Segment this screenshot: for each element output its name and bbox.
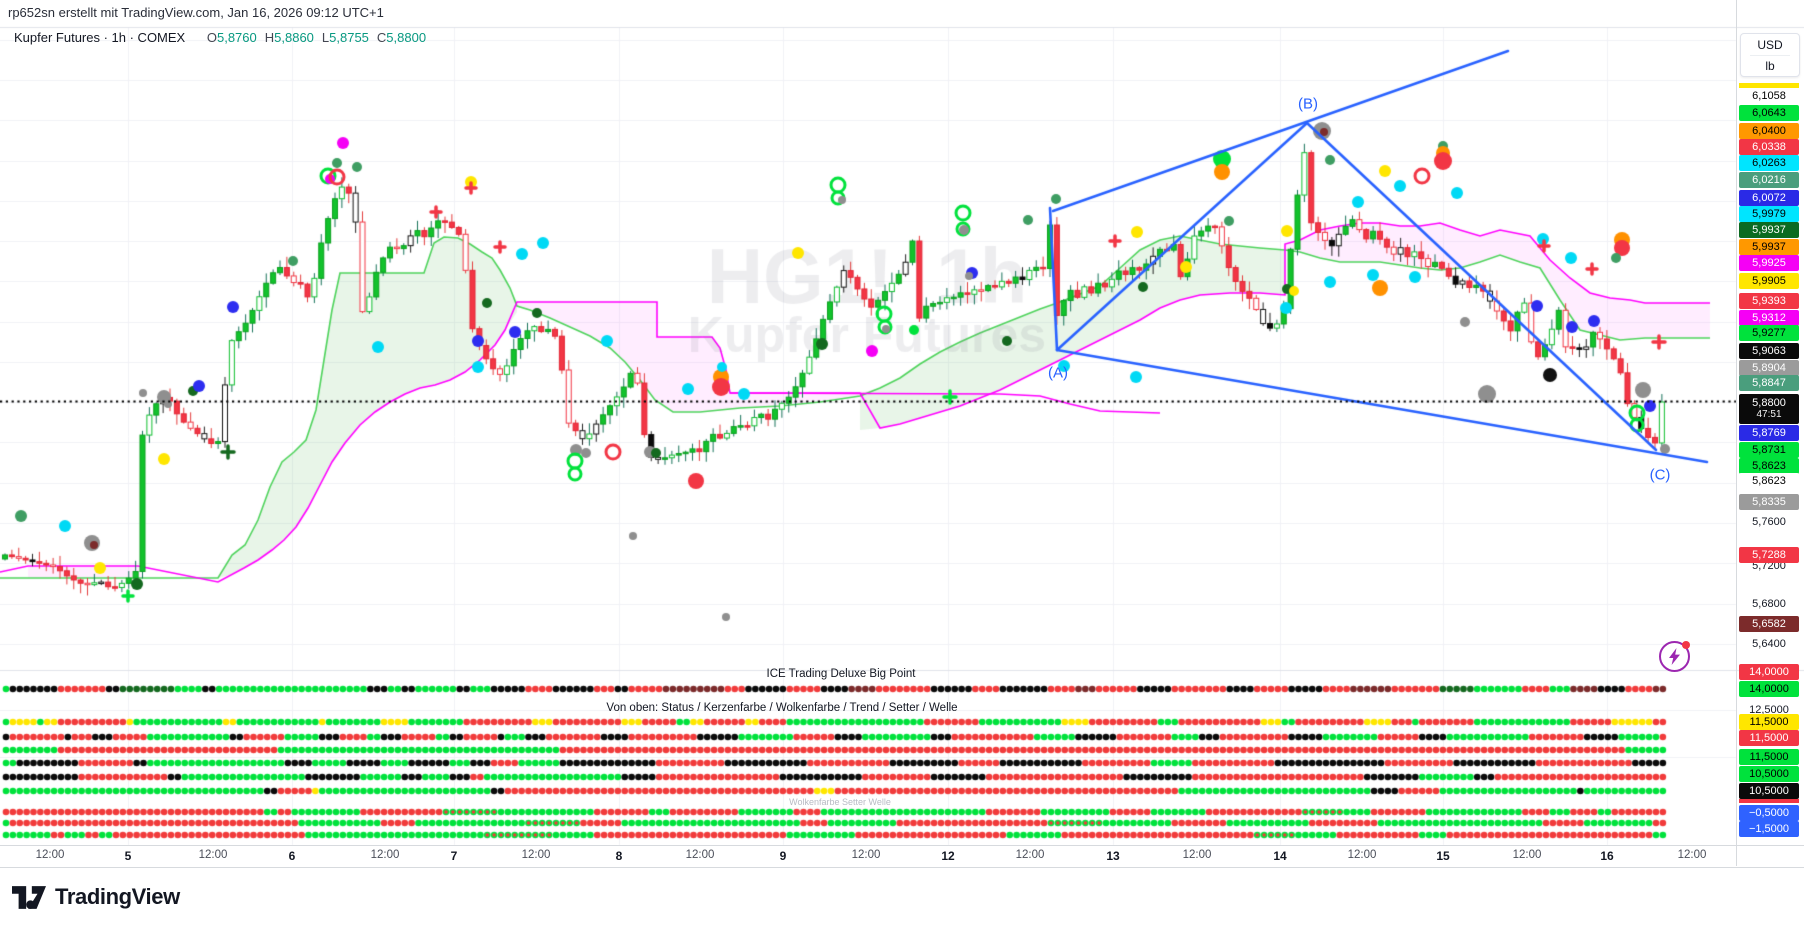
price-label: 6,1058 [1739, 88, 1799, 104]
time-label: 12:00 [198, 849, 228, 861]
price-label: 6,0072 [1739, 190, 1799, 206]
price-label: 5,9937 [1739, 239, 1799, 255]
export-note: rp652sn erstellt mit TradingView.com, Ja… [8, 5, 384, 20]
price-label: 11,5000 [1739, 714, 1799, 730]
ohlc-value: 5,8755 [329, 30, 369, 45]
lightning-icon [1669, 648, 1680, 665]
price-label: 6,0400 [1739, 123, 1799, 139]
price-label: 5,8731 [1739, 442, 1799, 458]
price-label: 5,9937 [1739, 222, 1799, 238]
time-label: 12:00 [1182, 849, 1212, 861]
price-label: 5,8847 [1739, 375, 1799, 391]
time-label: 12:00 [1677, 849, 1707, 861]
time-label: 5 [124, 849, 132, 863]
unit-currency: USD [1757, 37, 1783, 52]
price-label: 5,6582 [1739, 616, 1799, 632]
price-label: 10,5000 [1739, 766, 1799, 782]
symbol-title: Kupfer Futures · 1h · COMEX [14, 30, 186, 45]
price-label: 10,5000 [1739, 783, 1799, 799]
time-label: 12:00 [1015, 849, 1045, 861]
indicator-subpane-title: Wolkenfarbe Setter Welle [789, 797, 891, 807]
price-label: 6,0216 [1739, 172, 1799, 188]
price-label: 5,9312 [1739, 310, 1799, 326]
price-axis[interactable]: USD lb 6,1058 6,0643 6,0400 6,0338 6,0263 6,0… [1736, 0, 1804, 866]
ohlc-values: O5,8760 H5,8860 L5,8755 C5,8800 [199, 30, 426, 45]
time-label: 12:00 [35, 849, 65, 861]
price-label: −1,5000 [1739, 821, 1799, 837]
price-label: 5,9905 [1739, 273, 1799, 289]
unit-divider [1749, 54, 1791, 56]
time-label: 12:00 [521, 849, 551, 861]
time-label: 12:00 [370, 849, 400, 861]
tradingview-wordmark: TradingView [55, 884, 180, 909]
price-label: 6,0643 [1739, 105, 1799, 121]
unit-box: USD lb [1740, 33, 1800, 77]
time-label: 12:00 [685, 849, 715, 861]
time-label: 12 [941, 849, 955, 863]
ohlc-letter: C [376, 30, 387, 45]
unit-measure: lb [1765, 58, 1775, 73]
wave-label: (C) [1649, 466, 1671, 484]
current-price-label: 5,8800 47:51 [1739, 394, 1799, 424]
price-label: 5,8335 [1739, 494, 1799, 510]
price-label: 5,8769 [1739, 425, 1799, 441]
price-label: −0,5000 [1739, 805, 1799, 821]
time-label: 6 [288, 849, 296, 863]
time-label: 12:00 [1512, 849, 1542, 861]
tradingview-logo[interactable]: TradingView [12, 884, 180, 910]
price-tick: 5,7200 [1752, 560, 1786, 572]
ohlc-value: 5,8800 [386, 30, 427, 45]
price-tick: 5,6800 [1752, 598, 1786, 610]
wave-label: (B) [1298, 95, 1318, 113]
alert-badge-dot [1682, 641, 1690, 649]
indicator-pane-title: ICE Trading Deluxe Big Point [766, 668, 916, 680]
price-tick: 5,7600 [1752, 516, 1786, 528]
price-label: 14,0000 [1739, 681, 1799, 697]
ohlc-value: 5,8760 [216, 30, 257, 45]
time-label: 8 [615, 849, 623, 863]
time-label: 7 [450, 849, 458, 863]
tradingview-logo-mark [12, 885, 46, 909]
wave-label: (A) [1048, 364, 1068, 382]
price-label: 11,5000 [1739, 730, 1799, 746]
price-label: 5,9063 [1739, 343, 1799, 359]
time-label: 13 [1106, 849, 1120, 863]
price-tick: 12,5000 [1749, 704, 1789, 716]
price-label: 11,5000 [1739, 749, 1799, 765]
price-label: 5,9393 [1739, 293, 1799, 309]
symbol-legend[interactable]: Kupfer Futures · 1h · COMEX O5,8760 H5,88… [14, 30, 426, 45]
price-label: 5,9925 [1739, 255, 1799, 271]
time-label: 14 [1273, 849, 1287, 863]
ohlc-letter: O [206, 30, 217, 45]
price-label: 5,8904 [1739, 360, 1799, 376]
price-label: 6,0263 [1739, 155, 1799, 171]
indicator-row-legend: Von oben: Status / Kerzenfarbe / Wolkenf… [606, 702, 958, 714]
price-tick: 5,6400 [1752, 638, 1786, 650]
time-label: 12:00 [851, 849, 881, 861]
ohlc-letter: H [264, 30, 275, 45]
time-label: 16 [1600, 849, 1614, 863]
price-label: 5,7288 [1739, 547, 1799, 563]
time-label: 12:00 [1347, 849, 1377, 861]
price-label: 5,8623 [1739, 458, 1799, 474]
time-label: 15 [1436, 849, 1450, 863]
lightning-alert-button[interactable] [1659, 641, 1690, 672]
price-marker-bar [1739, 799, 1799, 803]
ohlc-letter: L [321, 30, 330, 45]
price-label: 6,0338 [1739, 139, 1799, 155]
ohlc-value: 5,8860 [274, 30, 314, 45]
price-label: 5,8623 [1739, 473, 1799, 489]
price-label: 5,9979 [1739, 206, 1799, 222]
price-label: 5,9277 [1739, 325, 1799, 341]
price-marker-bar [1739, 82, 1799, 88]
price-label: 14,0000 [1739, 664, 1799, 680]
time-label: 9 [779, 849, 787, 863]
time-axis[interactable]: 12:00 5 12:00 6 12:00 7 12:00 8 12:00 9 12:00 12 12:… [0, 845, 1804, 868]
